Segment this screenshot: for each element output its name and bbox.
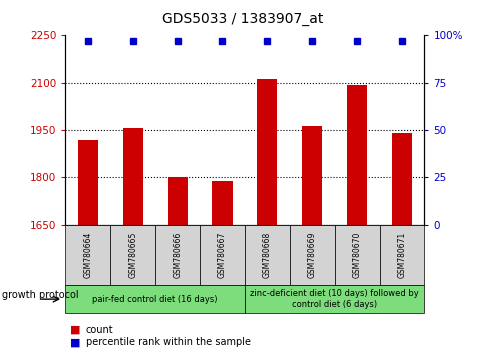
- Bar: [302, 126, 322, 225]
- Text: GSM780667: GSM780667: [217, 232, 227, 278]
- Text: GSM780671: GSM780671: [396, 232, 406, 278]
- Text: GSM780664: GSM780664: [83, 232, 92, 278]
- Bar: [212, 181, 232, 225]
- Text: GSM780666: GSM780666: [173, 232, 182, 278]
- Text: ■: ■: [70, 337, 81, 347]
- Text: count: count: [86, 325, 113, 335]
- Bar: [257, 79, 277, 225]
- Text: GSM780669: GSM780669: [307, 232, 316, 278]
- Text: growth protocol: growth protocol: [2, 290, 79, 300]
- Text: GSM780665: GSM780665: [128, 232, 137, 278]
- Bar: [122, 127, 143, 225]
- Text: ■: ■: [70, 325, 81, 335]
- Bar: [77, 139, 98, 225]
- Bar: [346, 85, 366, 225]
- Text: GSM780668: GSM780668: [262, 232, 272, 278]
- Text: zinc-deficient diet (10 days) followed by
control diet (6 days): zinc-deficient diet (10 days) followed b…: [250, 290, 418, 309]
- Text: pair-fed control diet (16 days): pair-fed control diet (16 days): [92, 295, 217, 304]
- Text: GSM780670: GSM780670: [352, 232, 361, 278]
- Text: GDS5033 / 1383907_at: GDS5033 / 1383907_at: [162, 12, 322, 27]
- Text: percentile rank within the sample: percentile rank within the sample: [86, 337, 250, 347]
- Bar: [167, 177, 187, 225]
- Bar: [391, 133, 411, 225]
